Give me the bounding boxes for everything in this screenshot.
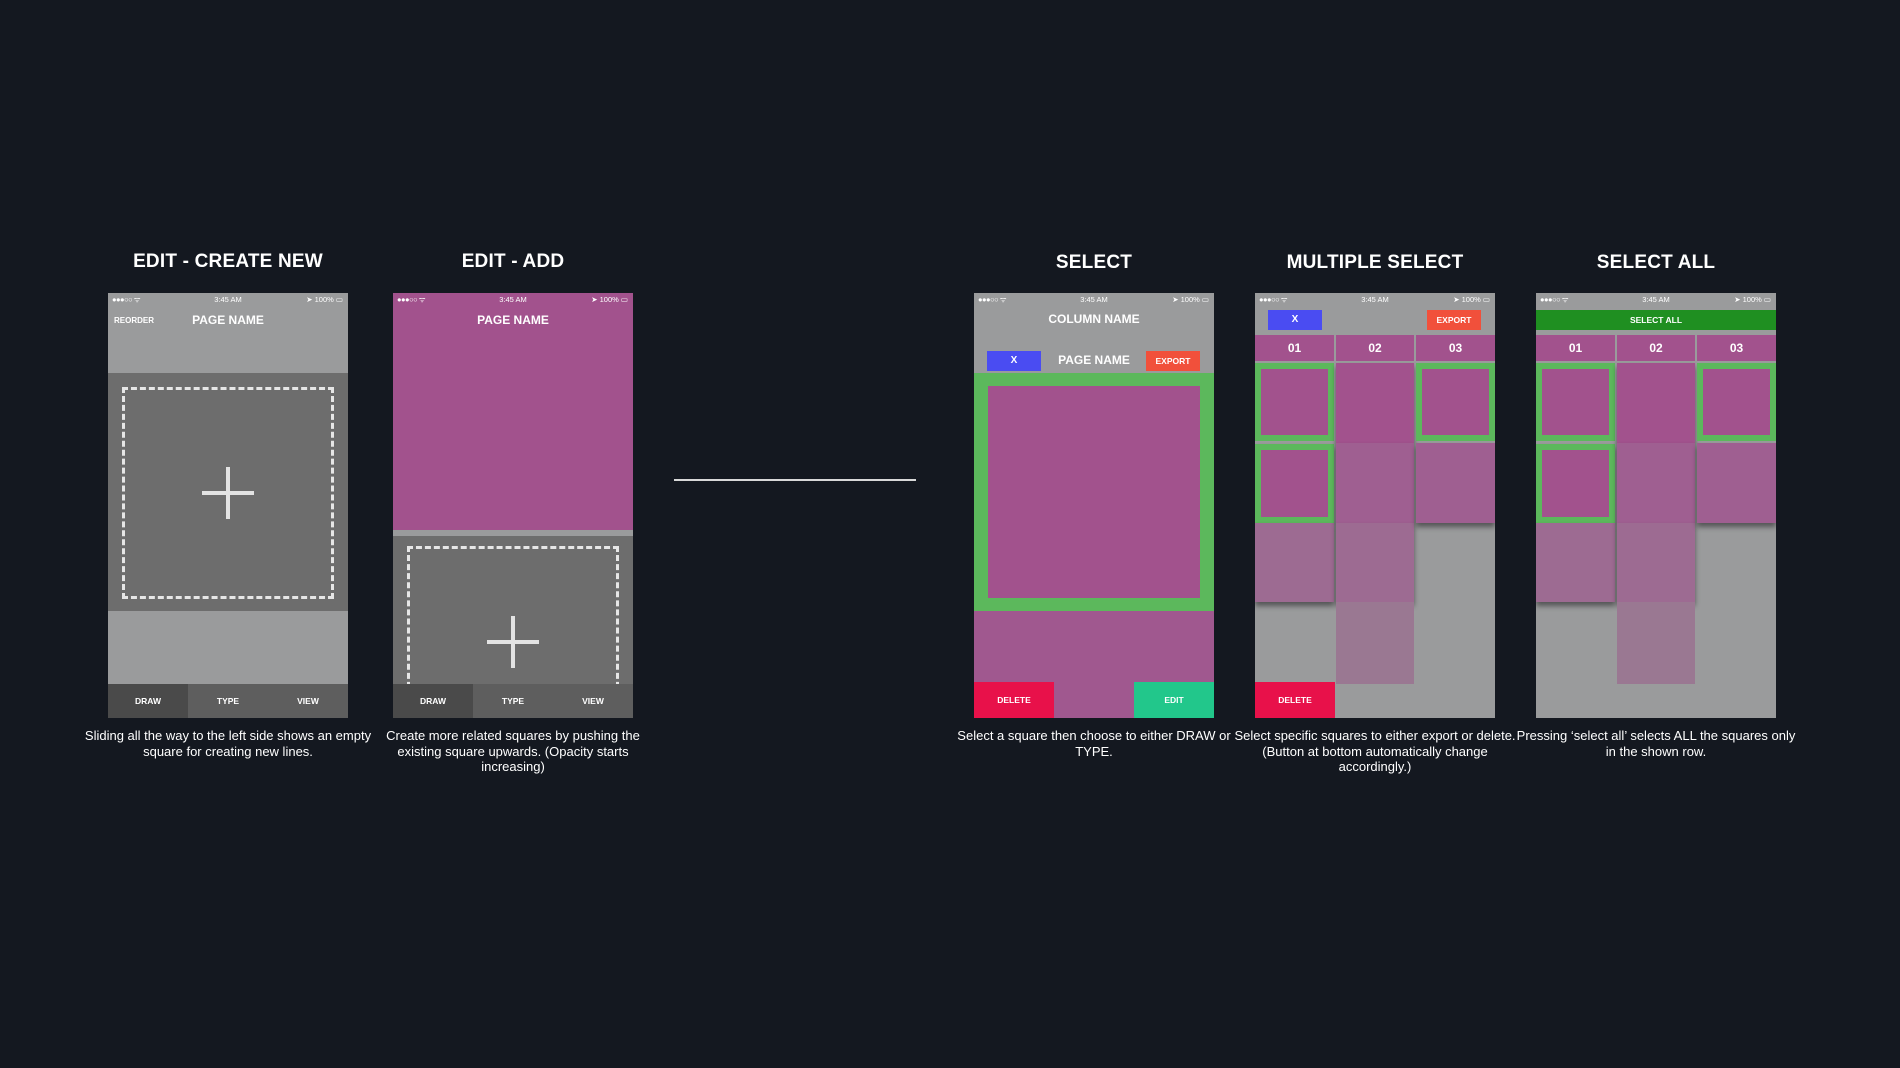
square-content	[988, 386, 1200, 598]
square-selected[interactable]	[1697, 363, 1776, 441]
signal-icon: ●●●○○ ᯤ	[1540, 295, 1569, 304]
new-square-area[interactable]	[108, 373, 348, 611]
phone-multiple-select: ●●●○○ ᯤ 3:45 AM ➤ 100% ▭ X EXPORT 01 02 …	[1255, 293, 1495, 718]
panel-title-select: SELECT	[1055, 252, 1133, 273]
delete-button[interactable]: DELETE	[1255, 682, 1335, 718]
battery-icon: ➤ 100% ▭	[1172, 295, 1209, 304]
square[interactable]	[1336, 602, 1414, 684]
caption-edit-create-new: Sliding all the way to the left side sho…	[84, 728, 372, 759]
page-title: PAGE NAME	[1058, 353, 1130, 367]
export-button[interactable]: EXPORT	[1146, 351, 1200, 371]
phone-edit-create-new: ●●●○○ ᯤ 3:45 AM ➤ 100% ▭ REORDER PAGE NA…	[108, 293, 348, 718]
edit-button[interactable]: EDIT	[1134, 682, 1214, 718]
battery-icon: ➤ 100% ▭	[1734, 295, 1771, 304]
status-time: 3:45 AM	[1642, 295, 1670, 304]
square[interactable]	[1255, 523, 1334, 602]
tab-view[interactable]: VIEW	[582, 696, 604, 706]
phone-edit-add: ●●●○○ ᯤ 3:45 AM ➤ 100% ▭ PAGE NAME DRAW …	[393, 293, 633, 718]
square[interactable]	[1617, 363, 1695, 443]
square[interactable]	[1336, 443, 1414, 523]
column-header-01[interactable]: 01	[1255, 335, 1334, 361]
status-bar: ●●●○○ ᯤ 3:45 AM ➤ 100% ▭	[974, 293, 1214, 307]
caption-select-all: Pressing ‘select all’ selects ALL the sq…	[1516, 728, 1796, 759]
status-bar: ●●●○○ ᯤ 3:45 AM ➤ 100% ▭	[393, 293, 633, 307]
tab-draw[interactable]: DRAW	[393, 684, 473, 718]
status-time: 3:45 AM	[499, 295, 527, 304]
square-selected[interactable]	[1255, 444, 1334, 523]
export-button[interactable]: EXPORT	[1427, 310, 1481, 330]
existing-square[interactable]	[393, 293, 633, 530]
caption-multiple-select: Select specific squares to either export…	[1234, 728, 1516, 774]
status-time: 3:45 AM	[1080, 295, 1108, 304]
square[interactable]	[1336, 523, 1414, 602]
square-selected[interactable]	[1255, 363, 1334, 441]
status-time: 3:45 AM	[1361, 295, 1389, 304]
panel-title-edit-add: EDIT - ADD	[461, 251, 565, 272]
square-selected[interactable]	[1536, 444, 1615, 523]
phone-select: ●●●○○ ᯤ 3:45 AM ➤ 100% ▭ COLUMN NAME X P…	[974, 293, 1214, 718]
tab-type[interactable]: TYPE	[216, 696, 240, 706]
caption-select: Select a square then choose to either DR…	[957, 728, 1231, 759]
signal-icon: ●●●○○ ᯤ	[1259, 295, 1288, 304]
square-selected[interactable]	[1536, 363, 1615, 441]
column-header-03[interactable]: 03	[1697, 335, 1776, 361]
panel-title-edit-create-new: EDIT - CREATE NEW	[133, 251, 323, 272]
square[interactable]	[1336, 363, 1414, 443]
close-button[interactable]: X	[1268, 310, 1322, 330]
square[interactable]	[1536, 523, 1615, 602]
battery-icon: ➤ 100% ▭	[1453, 295, 1490, 304]
status-bar: ●●●○○ ᯤ 3:45 AM ➤ 100% ▭	[1255, 293, 1495, 307]
square-selected[interactable]	[1416, 363, 1495, 441]
page-title: PAGE NAME	[477, 313, 549, 327]
panel-title-select-all: SELECT ALL	[1596, 252, 1716, 273]
square[interactable]	[1416, 443, 1495, 523]
battery-icon: ➤ 100% ▭	[591, 295, 628, 304]
status-bar: ●●●○○ ᯤ 3:45 AM ➤ 100% ▭	[1536, 293, 1776, 307]
square[interactable]	[1617, 602, 1695, 684]
tab-bar: DRAW TYPE VIEW	[393, 684, 633, 718]
reorder-button[interactable]: REORDER	[114, 316, 155, 325]
plus-icon-vertical	[226, 467, 230, 519]
select-all-button[interactable]: SELECT ALL	[1536, 310, 1776, 330]
plus-icon-vertical	[511, 616, 515, 668]
section-divider	[674, 479, 916, 481]
caption-edit-add: Create more related squares by pushing t…	[386, 728, 640, 774]
status-time: 3:45 AM	[214, 295, 242, 304]
signal-icon: ●●●○○ ᯤ	[397, 295, 426, 304]
square[interactable]	[1617, 443, 1695, 523]
battery-icon: ➤ 100% ▭	[306, 295, 343, 304]
empty-square-outline	[122, 387, 334, 599]
column-header-02[interactable]: 02	[1617, 335, 1695, 361]
tab-bar: DRAW TYPE VIEW	[108, 684, 348, 718]
column-header-01[interactable]: 01	[1536, 335, 1615, 361]
square[interactable]	[1697, 443, 1776, 523]
phone-select-all: ●●●○○ ᯤ 3:45 AM ➤ 100% ▭ SELECT ALL 01 0…	[1536, 293, 1776, 718]
new-square-area[interactable]	[393, 536, 633, 706]
column-header-03[interactable]: 03	[1416, 335, 1495, 361]
tab-type[interactable]: TYPE	[501, 696, 525, 706]
column-header-02[interactable]: 02	[1336, 335, 1414, 361]
status-bar: ●●●○○ ᯤ 3:45 AM ➤ 100% ▭	[108, 293, 348, 307]
column-title: COLUMN NAME	[1048, 312, 1140, 326]
signal-icon: ●●●○○ ᯤ	[978, 295, 1007, 304]
tab-view[interactable]: VIEW	[297, 696, 319, 706]
selected-square[interactable]	[974, 373, 1214, 611]
delete-button[interactable]: DELETE	[974, 682, 1054, 718]
panel-title-multiple-select: MULTIPLE SELECT	[1286, 252, 1464, 273]
signal-icon: ●●●○○ ᯤ	[112, 295, 141, 304]
tab-draw[interactable]: DRAW	[108, 684, 188, 718]
square[interactable]	[1617, 523, 1695, 602]
page-title: PAGE NAME	[192, 313, 264, 327]
close-button[interactable]: X	[987, 351, 1041, 371]
